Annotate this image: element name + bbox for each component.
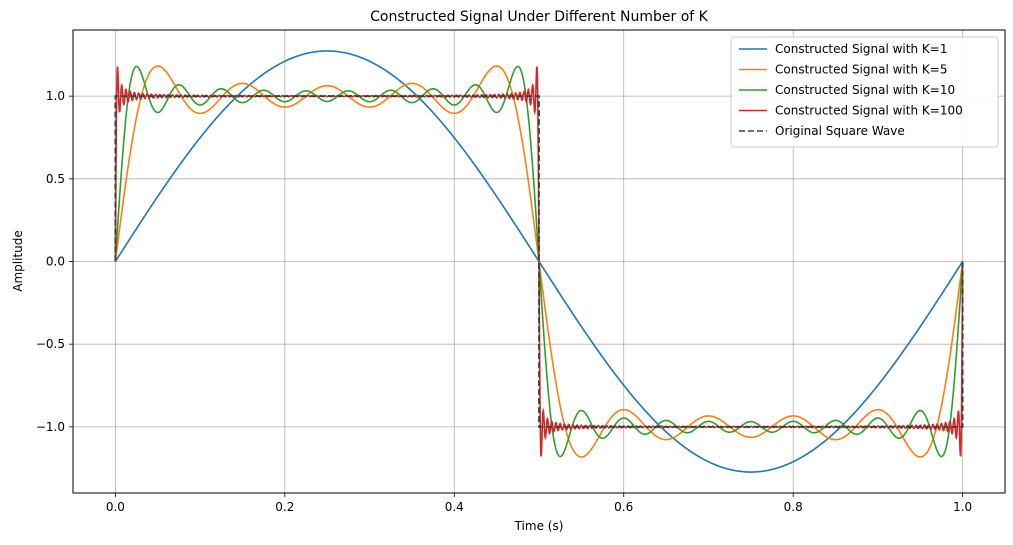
x-tick-label: 0.4 bbox=[445, 500, 464, 514]
y-tick-label: 0.5 bbox=[46, 172, 65, 186]
chart-title: Constructed Signal Under Different Numbe… bbox=[370, 9, 708, 25]
legend-label: Original Square Wave bbox=[775, 124, 905, 138]
legend-label: Constructed Signal with K=100 bbox=[775, 104, 963, 118]
x-tick-label: 0.6 bbox=[614, 500, 633, 514]
series-line-square-wave bbox=[114, 95, 964, 428]
ticks: 0.0 0.2 0.4 0.6 0.8 1.0 −1.0 −0.5 0.0 0.5 1.0 bbox=[36, 89, 972, 514]
y-tick-label: 0.0 bbox=[46, 255, 65, 269]
x-tick-label: 1.0 bbox=[953, 500, 972, 514]
legend-box bbox=[730, 36, 999, 148]
y-tick-label: −1.0 bbox=[36, 420, 65, 434]
y-tick-label: 1.0 bbox=[46, 89, 65, 103]
legend-label: Constructed Signal with K=10 bbox=[775, 83, 955, 97]
series-layer bbox=[114, 50, 964, 473]
legend: Constructed Signal with K=1 Constructed S… bbox=[730, 36, 999, 148]
y-tick-label: −0.5 bbox=[36, 337, 65, 351]
x-axis-label: Time (s) bbox=[514, 519, 564, 533]
x-tick-label: 0.2 bbox=[275, 500, 294, 514]
legend-label: Constructed Signal with K=1 bbox=[775, 42, 947, 56]
legend-label: Constructed Signal with K=5 bbox=[775, 63, 947, 77]
x-tick-label: 0.0 bbox=[106, 500, 125, 514]
x-tick-label: 0.8 bbox=[784, 500, 803, 514]
y-axis-label: Amplitude bbox=[11, 230, 25, 292]
